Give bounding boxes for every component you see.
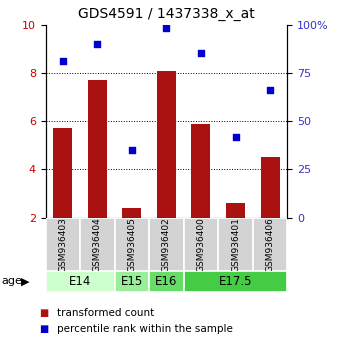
- Bar: [115, 218, 149, 271]
- Bar: [226, 203, 245, 218]
- Text: ■: ■: [39, 324, 48, 334]
- Bar: [46, 271, 115, 292]
- Point: [233, 134, 238, 140]
- Text: E17.5: E17.5: [219, 275, 252, 288]
- Text: transformed count: transformed count: [57, 308, 155, 318]
- Bar: [192, 124, 211, 218]
- Point: [198, 50, 204, 55]
- Text: E16: E16: [155, 275, 178, 288]
- Bar: [157, 70, 176, 218]
- Text: E14: E14: [69, 275, 91, 288]
- Bar: [88, 80, 107, 218]
- Bar: [184, 218, 218, 271]
- Bar: [122, 208, 141, 218]
- Bar: [184, 271, 287, 292]
- Text: GSM936402: GSM936402: [162, 217, 171, 272]
- Text: GSM936406: GSM936406: [266, 217, 274, 272]
- Title: GDS4591 / 1437338_x_at: GDS4591 / 1437338_x_at: [78, 7, 255, 21]
- Point: [164, 25, 169, 31]
- Text: GSM936405: GSM936405: [127, 217, 137, 272]
- Point: [267, 87, 273, 93]
- Bar: [149, 271, 184, 292]
- Text: ■: ■: [39, 308, 48, 318]
- Text: percentile rank within the sample: percentile rank within the sample: [57, 324, 233, 334]
- Bar: [261, 158, 280, 218]
- Text: GSM936403: GSM936403: [58, 217, 67, 272]
- Bar: [218, 218, 253, 271]
- Bar: [149, 218, 184, 271]
- Bar: [53, 129, 72, 218]
- Text: GSM936404: GSM936404: [93, 217, 102, 272]
- Text: E15: E15: [121, 275, 143, 288]
- Bar: [80, 218, 115, 271]
- Point: [95, 41, 100, 47]
- Point: [129, 147, 135, 153]
- Text: age: age: [2, 276, 23, 286]
- Bar: [115, 271, 149, 292]
- Bar: [253, 218, 287, 271]
- Bar: [46, 218, 80, 271]
- Text: GSM936400: GSM936400: [196, 217, 206, 272]
- Point: [60, 58, 66, 64]
- Text: GSM936401: GSM936401: [231, 217, 240, 272]
- Text: ▶: ▶: [21, 276, 29, 286]
